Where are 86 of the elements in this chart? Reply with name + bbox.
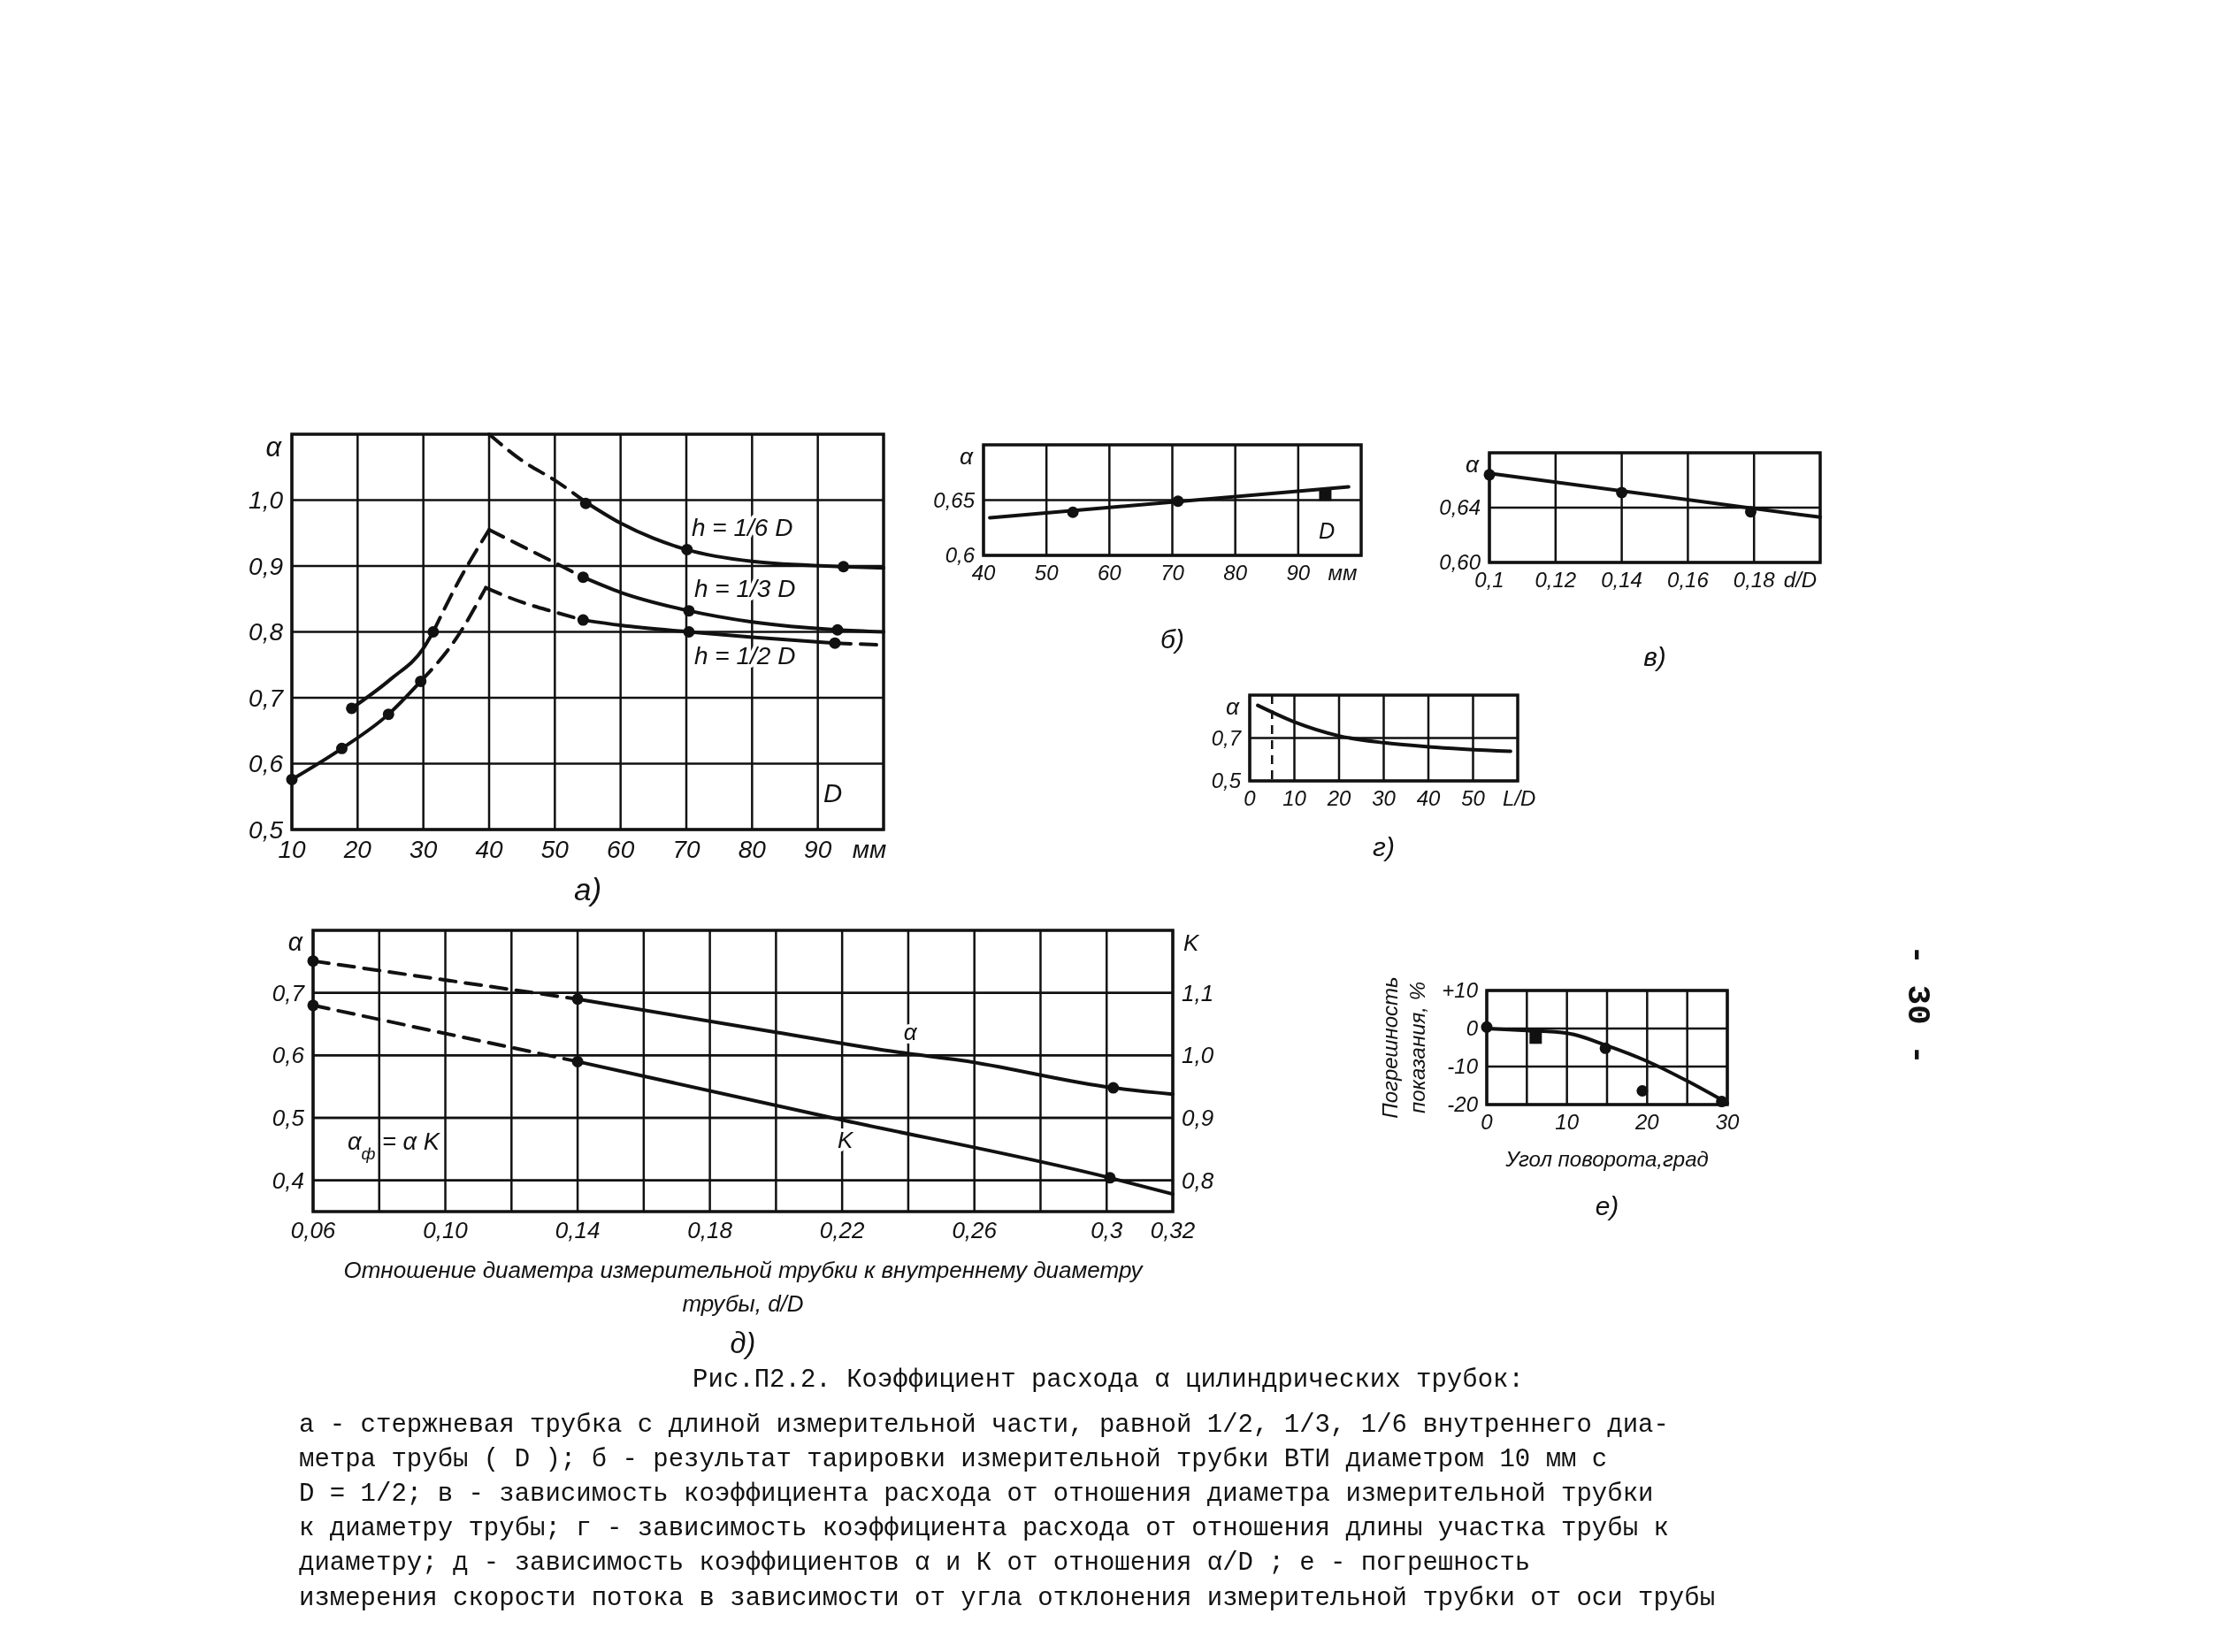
y-tick-label: 0,65 [933,487,976,512]
y-axis-title: α [1465,450,1480,478]
y-axis-title: Погрешность показания, % [1378,976,1430,1119]
annotation: α$_{ф}$ = α K [347,1128,441,1163]
x-tick-label: 20 [1326,785,1351,810]
y-tick-label: 0,64 [1439,495,1481,520]
x-tick-label: 60 [1097,560,1122,585]
x-tick-label: 80 [738,836,767,864]
y-tick-label: +10 [1442,978,1479,1003]
x-tick-label: 70 [1160,560,1185,585]
x-tick-label: 10 [1555,1109,1580,1134]
x-tick-label: 0,14 [1601,567,1642,592]
x-tick-label: 50 [1461,785,1486,810]
y-axis-title: α [265,432,283,463]
text: б) [1160,624,1184,654]
x-axis-title: Угол поворота,град [1504,1146,1709,1171]
y-tick-label: -20 [1447,1092,1479,1117]
y-tick-label: -10 [1447,1054,1479,1079]
x-tick-label: 50 [1034,560,1060,585]
text: измерения скорости потока в зависимости от угла отклонения измерительной трубки от оси трубы [299,1583,1716,1613]
text: а - стержневая трубка с длиной измерительной части, равной 1/2, 1/3, 1/6 внутреннего диа- [299,1410,1669,1440]
x-tick-label: 0,22 [819,1216,865,1243]
x-tick-label: 30 [409,836,438,864]
y2-tick-label: 0,9 [1182,1105,1214,1132]
x-axis-title: мм [852,836,887,864]
x-tick-label: 20 [342,836,372,864]
x-axis-title: Отношение диаметра измерительной трубки к внутреннему диаметру трубы, d/D [343,1257,1144,1318]
text: е) [1595,1191,1619,1220]
y-tick-label: 0,7 [272,979,306,1006]
annotation: D [823,777,843,807]
x-axis-title: мм [1328,560,1358,585]
y2-axis-title: K [1183,929,1200,957]
y-tick-label: 0,7 [1211,725,1243,750]
x-tick-label: 0,10 [423,1216,469,1243]
x-tick-label: 0,3 [1091,1216,1123,1243]
text: Рис.П2.2. Коэффициент расхода α цилиндрических трубок: [693,1365,1524,1395]
text: д) [730,1327,756,1359]
x-tick-label: 60 [607,836,635,864]
y-tick-label: 0,6 [249,750,284,778]
y-tick-label: 0,9 [249,552,283,580]
text: метра трубы ( D ); б - результат тарировки измерительной трубки ВТИ диаметром 10 мм с [299,1445,1608,1475]
x-tick-label: 30 [1715,1109,1740,1134]
x-tick-label: 90 [1286,560,1311,585]
x-tick-label: 0,18 [687,1216,733,1243]
y-axis-title: α [287,928,303,957]
text: к диаметру трубы; г - зависимость коэффициента расхода от отношения длины участка трубы к [299,1514,1669,1544]
x-tick-label: 0,16 [1667,567,1710,592]
y-tick-label: 1,0 [249,486,284,515]
y-tick-label: 0,5 [1211,769,1242,793]
x-tick-label: 80 [1223,560,1248,585]
y2-tick-label: 0,8 [1182,1166,1214,1194]
y2-tick-label: 1,0 [1182,1042,1214,1069]
y2-tick-label: 1,1 [1182,979,1214,1006]
y-tick-label: 0 [1466,1016,1479,1041]
x-tick-label: 40 [475,836,503,864]
x-tick-label: 10 [1282,785,1307,810]
x-tick-label: 40 [1416,785,1441,810]
x-tick-label: 0,26 [952,1216,998,1243]
x-tick-label: 30 [1372,785,1397,810]
x-tick-label: 0,14 [555,1216,601,1243]
y-tick-label: 0,6 [272,1042,305,1069]
x-tick-label: 0,06 [290,1216,336,1243]
text: диаметру; д - зависимость коэффициентов α и К от отношения α/D ; е - погрешность [299,1549,1531,1579]
x-tick-label: 0,12 [1535,567,1577,592]
x-tick-label: 90 [804,836,832,864]
x-tick-label: 0,18 [1733,567,1776,592]
y-axis-title: α [959,442,974,470]
x-axis-title: L/D [1503,785,1536,810]
text: г) [1373,832,1395,861]
text: в) [1643,642,1666,671]
y-tick-label: 0,4 [272,1166,304,1194]
x-tick-label: 70 [672,836,700,864]
x-axis-title: d/D [1783,567,1818,592]
x-tick-label: 50 [540,836,570,864]
y-tick-label: 0,6 [945,543,976,568]
y-tick-label: 0,7 [249,684,285,712]
y-tick-label: 0,5 [272,1105,305,1132]
x-tick-label: 0,32 [1150,1216,1196,1243]
text: а) [573,872,602,906]
y-tick-label: 0,8 [249,618,284,646]
x-tick-label: 0 [1244,785,1257,810]
text: D = 1/2; в - зависимость коэффициента расхода от отношения диаметра измерительной трубки [299,1480,1654,1510]
annotation: D [1318,518,1336,544]
x-tick-label: 20 [1634,1109,1660,1134]
y-axis-title: α [1225,692,1240,720]
text: - 30 - [1899,945,1936,1065]
